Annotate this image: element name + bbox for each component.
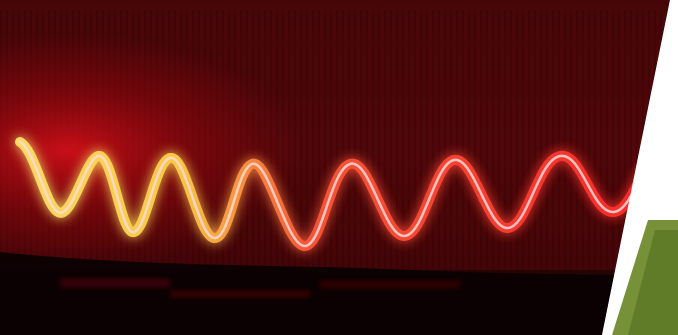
laser-wave-photo (0, 0, 678, 335)
